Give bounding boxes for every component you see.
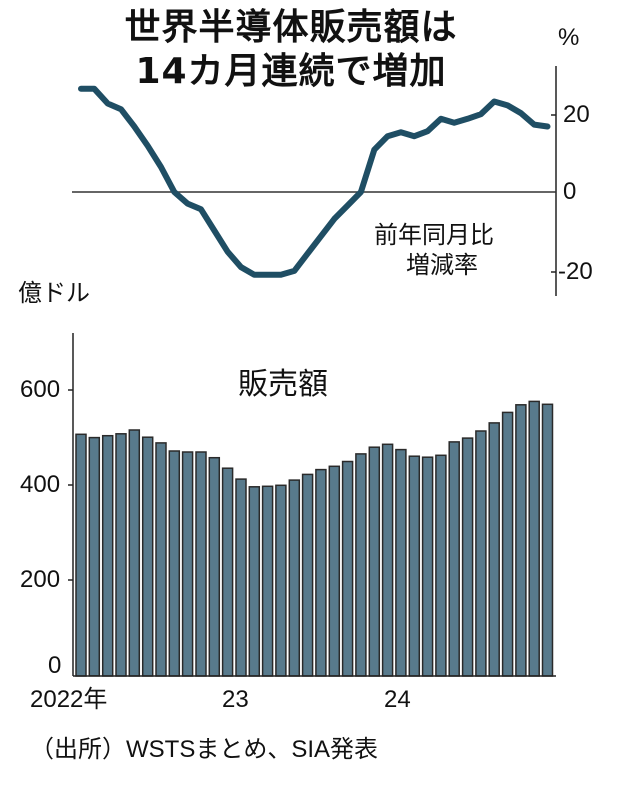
sales-bar bbox=[381, 443, 394, 677]
line-series-label-1: 前年同月比 bbox=[374, 222, 494, 249]
sales-bar bbox=[88, 436, 101, 677]
chart-title-line1: 世界半導体販売額は bbox=[124, 7, 458, 48]
x-tick-24: 24 bbox=[384, 686, 411, 713]
x-tick-23: 23 bbox=[222, 686, 249, 713]
sales-bar bbox=[115, 433, 127, 677]
source-note: （出所）WSTSまとめ、SIA発表 bbox=[30, 736, 379, 763]
sales-bar bbox=[181, 451, 194, 677]
sales-bar bbox=[168, 450, 181, 677]
sales-bar bbox=[368, 446, 381, 677]
sales-bar bbox=[235, 478, 247, 677]
sales-bar bbox=[488, 422, 500, 677]
sales-bar bbox=[315, 468, 327, 677]
sales-bar bbox=[75, 433, 87, 677]
sales-bar bbox=[275, 484, 287, 677]
chart-title-line2: 14カ月連続で増加 bbox=[135, 51, 447, 92]
line-series-label-2: 増減率 bbox=[406, 252, 478, 279]
sales-bar bbox=[355, 453, 367, 677]
sales-bar bbox=[301, 473, 314, 677]
sales-bar bbox=[208, 456, 221, 677]
sales-bar bbox=[541, 403, 554, 677]
sales-bar bbox=[101, 434, 114, 677]
sales-bar bbox=[288, 479, 301, 677]
bar-y-tick-200: 200 bbox=[20, 566, 61, 593]
sales-bar bbox=[195, 451, 207, 677]
sales-bar bbox=[328, 465, 341, 677]
sales-bar bbox=[421, 456, 434, 677]
bar-y-tick-0: 0 bbox=[48, 652, 62, 679]
sales-bar bbox=[141, 436, 154, 677]
sales-bar bbox=[475, 430, 487, 677]
sales-bar bbox=[435, 454, 447, 677]
bar-unit-label: 億ドル bbox=[18, 280, 90, 307]
sales-bar bbox=[408, 455, 421, 677]
sales-bar bbox=[128, 429, 141, 677]
bar-series-label: 販売額 bbox=[238, 368, 328, 401]
sales-bar bbox=[395, 448, 407, 677]
sales-bar bbox=[261, 485, 274, 677]
line-y-tick-0: 0 bbox=[563, 178, 577, 205]
sales-bar bbox=[501, 411, 514, 677]
sales-bar bbox=[155, 442, 167, 677]
sales-bar bbox=[448, 441, 460, 677]
sales-bar bbox=[515, 404, 527, 677]
sales-bar bbox=[528, 400, 540, 677]
bar-y-tick-600: 600 bbox=[20, 376, 61, 403]
sales-bar bbox=[248, 486, 261, 677]
bar-y-tick-400: 400 bbox=[20, 471, 61, 498]
yoy-growth-line bbox=[78, 85, 551, 278]
line-y-tick-20: 20 bbox=[563, 101, 590, 128]
x-tick-2022: 2022年 bbox=[30, 686, 108, 713]
line-y-tick-neg20: -20 bbox=[558, 258, 593, 285]
sales-bar bbox=[461, 437, 474, 677]
sales-bar bbox=[221, 467, 234, 677]
sales-bar bbox=[341, 460, 354, 677]
line-unit-label: % bbox=[558, 24, 580, 51]
sales-bars bbox=[75, 400, 554, 677]
